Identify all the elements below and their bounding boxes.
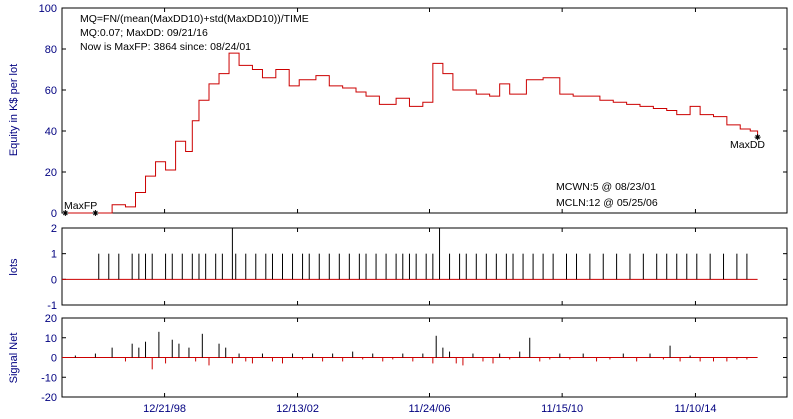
maxdd-marker — [754, 134, 761, 141]
annotation-mq: MQ:0.07; MaxDD: 09/21/16 — [80, 27, 208, 39]
maxfp-label: MaxFP — [64, 200, 97, 212]
maxfp-marker — [62, 210, 69, 216]
maxdd-label: MaxDD — [730, 139, 765, 151]
lots-ytick-label: 2 — [51, 223, 57, 235]
equity-axes-box — [61, 7, 788, 214]
x-tick-labels: 12/21/98 12/13/02 11/24/06 11/15/10 11/10/14 — [143, 403, 716, 415]
equity-ytick-label: 60 — [45, 85, 57, 97]
signal-ytick-label: 20 — [45, 313, 57, 325]
x-tick-label: 12/13/02 — [276, 403, 319, 415]
equity-markers — [62, 134, 761, 216]
equity-ytick-label: 40 — [45, 126, 57, 138]
maxfp-marker — [92, 210, 99, 216]
equity-y-ticks: 0 20 40 60 80 100 — [39, 3, 787, 220]
equity-ytick-label: 100 — [39, 3, 57, 15]
equity-y-axis-label: Equity in K$ per lot — [8, 64, 20, 156]
annotation-mcln: MCLN:12 @ 05/25/06 — [556, 197, 658, 209]
signal-ytick-label: -10 — [41, 372, 57, 384]
signal-ytick-label: 0 — [51, 353, 57, 365]
annotation-now: Now is MaxFP: 3864 since: 08/24/01 — [80, 41, 251, 53]
equity-series-line — [65, 52, 759, 214]
annotation-mcwn: MCWN:5 @ 08/23/01 — [556, 181, 656, 193]
equity-ytick-label: 0 — [51, 208, 57, 220]
equity-ytick-label: 20 — [45, 167, 57, 179]
signal-y-axis-label: Signal Net — [8, 333, 20, 384]
lots-bars — [62, 228, 758, 280]
equity-x-ticks — [164, 8, 696, 213]
equity-ytick-label: 80 — [45, 44, 57, 56]
lots-ytick-label: 0 — [51, 274, 57, 286]
x-tick-label: 12/21/98 — [143, 403, 186, 415]
lots-ytick-label: -1 — [47, 300, 57, 312]
lots-axes-box — [61, 227, 788, 306]
lots-y-ticks: -1 0 1 2 — [47, 223, 787, 312]
annotation-formula: MQ=FN/(mean(MaxDD10)+std(MaxDD10))/TIME — [80, 13, 309, 25]
equity-panel: 0 20 40 60 80 100 Equity in K$ per lot MQ=FN/… — [8, 3, 788, 220]
lots-panel: -1 0 1 2 lots — [8, 223, 788, 312]
signal-ytick-label: 10 — [45, 333, 57, 345]
signal-bars — [62, 331, 758, 370]
lots-x-ticks — [164, 228, 696, 305]
x-tick-label: 11/10/14 — [674, 403, 716, 415]
x-tick-label: 11/15/10 — [541, 403, 583, 415]
signal-x-ticks — [164, 318, 696, 397]
lots-ytick-label: 1 — [51, 249, 57, 261]
x-tick-label: 11/24/06 — [409, 403, 451, 415]
lots-y-axis-label: lots — [8, 258, 20, 276]
signal-ytick-label: -20 — [41, 392, 57, 404]
